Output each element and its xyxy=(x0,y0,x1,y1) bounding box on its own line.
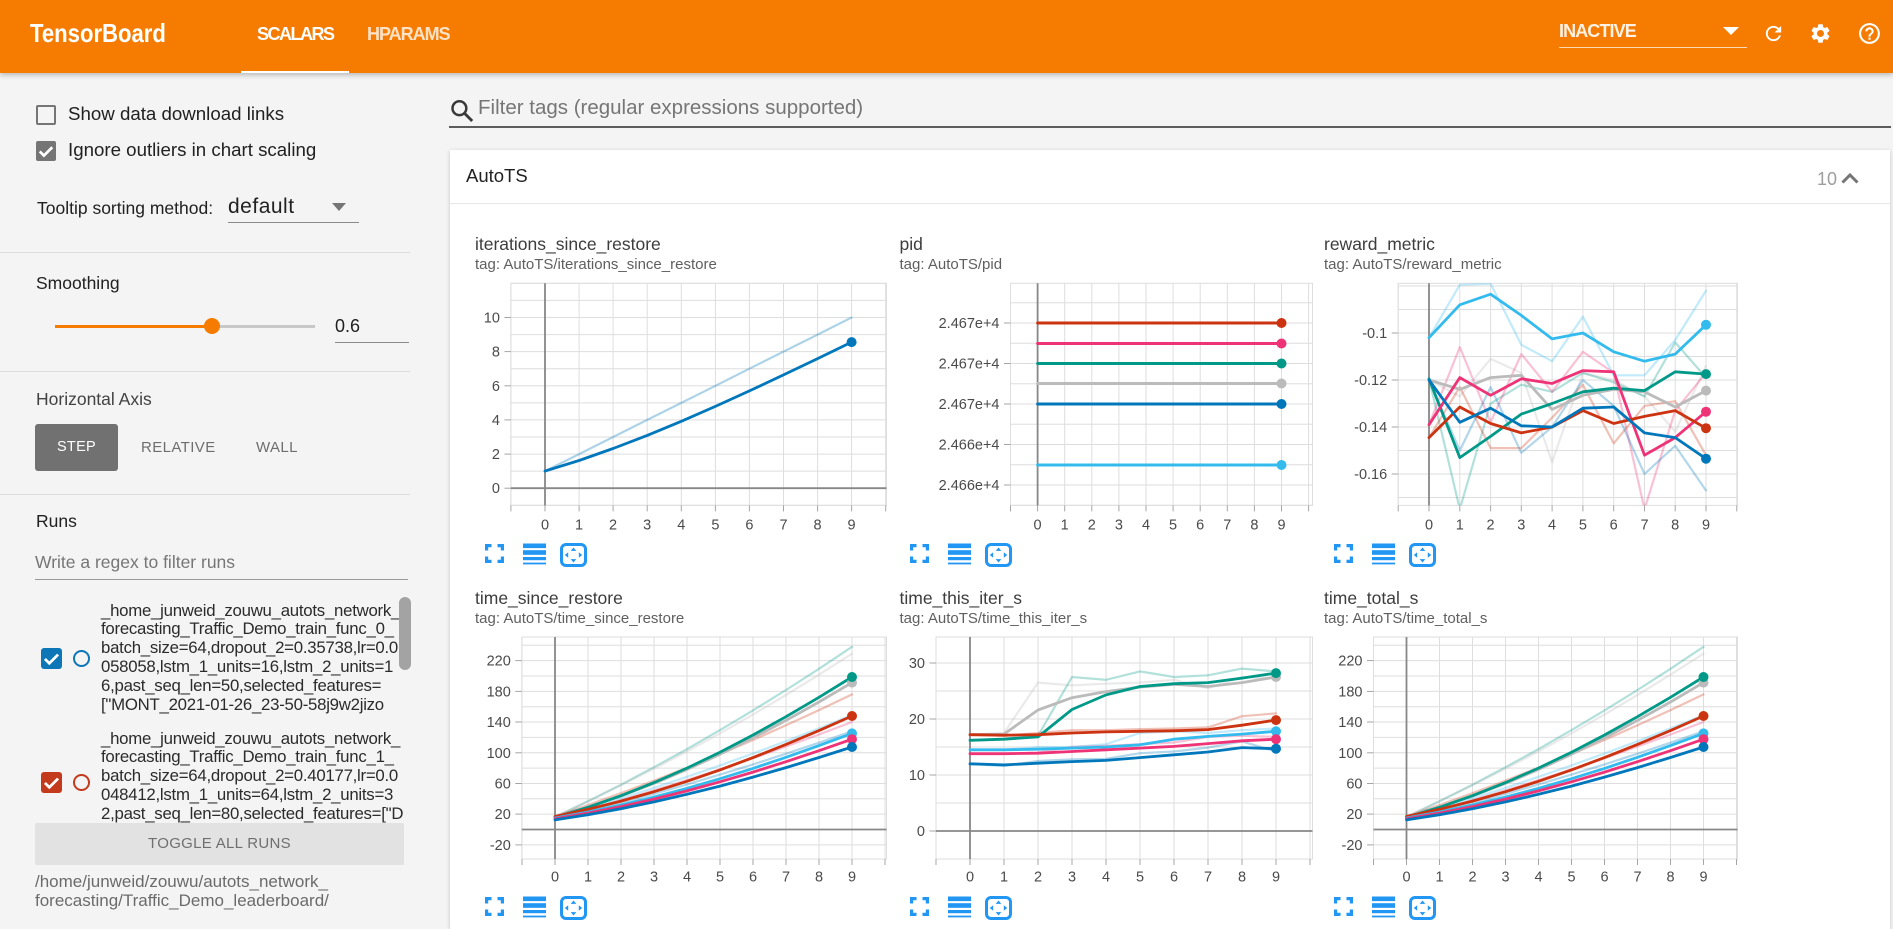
svg-text:6: 6 xyxy=(1600,870,1608,886)
svg-text:0: 0 xyxy=(1402,870,1410,886)
svg-text:180: 180 xyxy=(487,684,511,700)
svg-text:9: 9 xyxy=(1702,518,1710,534)
svg-text:-20: -20 xyxy=(490,838,511,854)
svg-text:9: 9 xyxy=(848,870,856,886)
svg-text:4: 4 xyxy=(1102,870,1110,886)
svg-text:220: 220 xyxy=(1338,654,1362,670)
svg-text:8: 8 xyxy=(814,518,822,534)
svg-text:-0.14: -0.14 xyxy=(1354,420,1387,436)
svg-text:2: 2 xyxy=(1034,870,1042,886)
svg-text:1: 1 xyxy=(1435,870,1443,886)
svg-text:30: 30 xyxy=(909,656,925,672)
svg-text:5: 5 xyxy=(1567,870,1575,886)
svg-text:4: 4 xyxy=(1548,518,1556,534)
svg-text:10: 10 xyxy=(909,768,925,784)
svg-text:20: 20 xyxy=(1346,807,1362,823)
svg-text:-20: -20 xyxy=(1342,838,1363,854)
svg-text:2.466e+4: 2.466e+4 xyxy=(939,478,1000,494)
svg-text:140: 140 xyxy=(487,715,511,731)
svg-text:3: 3 xyxy=(1068,870,1076,886)
svg-text:2.467e+4: 2.467e+4 xyxy=(939,357,1000,373)
svg-text:6: 6 xyxy=(1196,518,1204,534)
svg-text:6: 6 xyxy=(745,518,753,534)
svg-text:4: 4 xyxy=(683,870,691,886)
svg-text:0: 0 xyxy=(551,870,559,886)
svg-text:100: 100 xyxy=(487,746,511,762)
svg-text:3: 3 xyxy=(1517,518,1525,534)
svg-text:8: 8 xyxy=(1250,518,1258,534)
svg-text:8: 8 xyxy=(815,870,823,886)
svg-text:7: 7 xyxy=(782,870,790,886)
svg-text:100: 100 xyxy=(1338,746,1362,762)
svg-text:6: 6 xyxy=(749,870,757,886)
svg-text:2.467e+4: 2.467e+4 xyxy=(939,316,1000,332)
svg-text:140: 140 xyxy=(1338,715,1362,731)
svg-text:8: 8 xyxy=(492,345,500,361)
svg-text:1: 1 xyxy=(575,518,583,534)
svg-text:1: 1 xyxy=(584,870,592,886)
svg-text:-0.16: -0.16 xyxy=(1354,467,1387,483)
svg-text:2: 2 xyxy=(609,518,617,534)
svg-text:2: 2 xyxy=(1487,518,1495,534)
svg-text:8: 8 xyxy=(1666,870,1674,886)
svg-text:3: 3 xyxy=(1501,870,1509,886)
svg-text:0: 0 xyxy=(1034,518,1042,534)
svg-text:1: 1 xyxy=(1456,518,1464,534)
svg-text:7: 7 xyxy=(1633,870,1641,886)
svg-text:9: 9 xyxy=(1699,870,1707,886)
svg-text:-0.12: -0.12 xyxy=(1354,373,1387,389)
svg-text:7: 7 xyxy=(1640,518,1648,534)
svg-text:7: 7 xyxy=(1223,518,1231,534)
svg-text:5: 5 xyxy=(1579,518,1587,534)
svg-text:3: 3 xyxy=(650,870,658,886)
svg-text:8: 8 xyxy=(1238,870,1246,886)
svg-text:2.466e+4: 2.466e+4 xyxy=(939,438,1000,454)
svg-text:5: 5 xyxy=(1169,518,1177,534)
svg-text:60: 60 xyxy=(495,777,511,793)
svg-text:5: 5 xyxy=(711,518,719,534)
svg-text:5: 5 xyxy=(1136,870,1144,886)
svg-text:9: 9 xyxy=(1277,518,1285,534)
svg-text:-0.1: -0.1 xyxy=(1362,326,1387,342)
svg-text:6: 6 xyxy=(492,379,500,395)
svg-text:4: 4 xyxy=(1142,518,1150,534)
svg-text:2: 2 xyxy=(617,870,625,886)
svg-text:0: 0 xyxy=(492,481,500,497)
svg-text:1: 1 xyxy=(1061,518,1069,534)
svg-text:4: 4 xyxy=(1534,870,1542,886)
svg-text:5: 5 xyxy=(716,870,724,886)
svg-text:3: 3 xyxy=(643,518,651,534)
svg-text:180: 180 xyxy=(1338,684,1362,700)
svg-text:2.467e+4: 2.467e+4 xyxy=(939,397,1000,413)
svg-text:4: 4 xyxy=(677,518,685,534)
svg-text:9: 9 xyxy=(848,518,856,534)
svg-text:4: 4 xyxy=(492,413,500,429)
svg-text:6: 6 xyxy=(1610,518,1618,534)
svg-text:6: 6 xyxy=(1170,870,1178,886)
svg-text:7: 7 xyxy=(779,518,787,534)
svg-text:0: 0 xyxy=(1425,518,1433,534)
svg-text:220: 220 xyxy=(487,654,511,670)
svg-text:7: 7 xyxy=(1204,870,1212,886)
svg-text:20: 20 xyxy=(909,712,925,728)
svg-text:2: 2 xyxy=(1468,870,1476,886)
svg-text:9: 9 xyxy=(1272,870,1280,886)
svg-text:3: 3 xyxy=(1115,518,1123,534)
svg-text:0: 0 xyxy=(917,824,925,840)
svg-text:60: 60 xyxy=(1346,777,1362,793)
svg-text:20: 20 xyxy=(495,807,511,823)
svg-text:10: 10 xyxy=(484,311,500,327)
svg-text:2: 2 xyxy=(492,447,500,463)
svg-text:0: 0 xyxy=(966,870,974,886)
svg-text:1: 1 xyxy=(1000,870,1008,886)
svg-text:2: 2 xyxy=(1088,518,1096,534)
svg-text:0: 0 xyxy=(541,518,549,534)
svg-text:8: 8 xyxy=(1671,518,1679,534)
